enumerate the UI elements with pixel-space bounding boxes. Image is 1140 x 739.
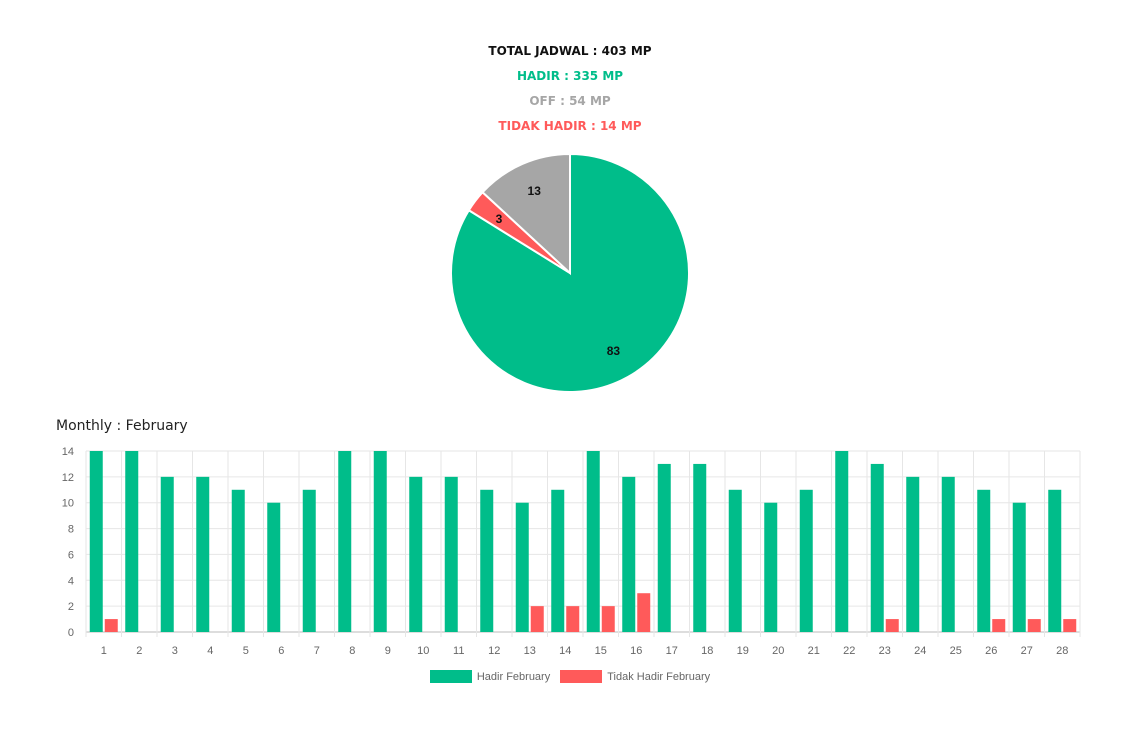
x-tick-label: 13	[524, 645, 536, 657]
bar-tidak-hadir[interactable]	[992, 619, 1006, 632]
bar-hadir[interactable]	[302, 489, 316, 632]
x-tick-label: 23	[879, 645, 891, 657]
pie-slice-label: 13	[528, 184, 542, 198]
bar-hadir[interactable]	[728, 489, 742, 632]
bar-hadir[interactable]	[409, 476, 423, 632]
bar-hadir[interactable]	[764, 502, 778, 632]
y-tick-label: 6	[68, 549, 74, 561]
bar-hadir[interactable]	[338, 451, 352, 632]
y-tick-label: 2	[68, 601, 74, 613]
x-tick-label: 1	[101, 645, 107, 657]
chart-legend: Hadir February Tidak Hadir February	[0, 670, 1140, 683]
x-tick-label: 3	[172, 645, 178, 657]
bar-hadir[interactable]	[799, 489, 813, 632]
y-tick-label: 14	[62, 446, 74, 458]
legend-hadir[interactable]: Hadir February	[429, 670, 551, 683]
bar-hadir[interactable]	[267, 502, 281, 632]
x-tick-label: 10	[417, 645, 429, 657]
bar-tidak-hadir[interactable]	[104, 619, 118, 632]
x-tick-label: 2	[136, 645, 142, 657]
legend-tidak-hadir-swatch	[560, 670, 603, 683]
x-tick-label: 9	[385, 645, 391, 657]
x-tick-label: 26	[985, 645, 997, 657]
legend-hadir-label: Hadir February	[476, 670, 551, 683]
x-tick-label: 16	[630, 645, 642, 657]
bar-hadir[interactable]	[906, 476, 920, 632]
pie-slice-label: 83	[607, 344, 621, 358]
bar-hadir[interactable]	[160, 476, 174, 632]
bar-tidak-hadir[interactable]	[1063, 619, 1077, 632]
bar-tidak-hadir[interactable]	[885, 619, 899, 632]
y-tick-label: 8	[68, 524, 74, 536]
x-tick-label: 20	[772, 645, 784, 657]
bar-hadir[interactable]	[657, 463, 671, 632]
bar-hadir[interactable]	[373, 451, 387, 632]
bar-tidak-hadir[interactable]	[601, 606, 615, 632]
x-tick-label: 24	[914, 645, 926, 657]
x-tick-label: 15	[595, 645, 607, 657]
x-tick-label: 27	[1021, 645, 1033, 657]
bar-hadir[interactable]	[622, 476, 636, 632]
x-tick-label: 7	[314, 645, 320, 657]
bar-hadir[interactable]	[1012, 502, 1026, 632]
bar-hadir[interactable]	[515, 502, 529, 632]
bar-hadir[interactable]	[89, 451, 103, 632]
attendance-pie-chart: 83 3 13	[450, 152, 690, 393]
bar-hadir[interactable]	[231, 489, 245, 632]
pie-slice[interactable]	[481, 152, 571, 276]
pie-slice-label: 3	[496, 212, 503, 226]
monthly-chart-title: Monthly : February	[56, 418, 188, 434]
bar-hadir[interactable]	[480, 489, 494, 632]
legend-hadir-swatch	[429, 670, 472, 683]
bar-tidak-hadir[interactable]	[566, 606, 580, 632]
summary-tidak-hadir: TIDAK HADIR : 14 MP	[498, 119, 642, 133]
bar-hadir[interactable]	[941, 476, 955, 632]
bar-tidak-hadir[interactable]	[637, 593, 651, 632]
y-tick-label: 10	[62, 498, 74, 510]
legend-tidak-hadir-label: Tidak Hadir February	[607, 670, 711, 683]
bar-hadir[interactable]	[1048, 489, 1062, 632]
summary-total: TOTAL JADWAL : 403 MP	[488, 44, 652, 58]
bar-hadir[interactable]	[196, 476, 210, 632]
x-tick-label: 14	[559, 645, 571, 657]
x-tick-label: 22	[843, 645, 855, 657]
x-tick-label: 8	[349, 645, 355, 657]
x-tick-label: 28	[1056, 645, 1068, 657]
bar-hadir[interactable]	[835, 451, 849, 632]
y-tick-label: 4	[68, 575, 74, 587]
x-tick-label: 18	[701, 645, 713, 657]
summary-off: OFF : 54 MP	[529, 94, 611, 108]
y-tick-label: 12	[62, 472, 74, 484]
x-tick-label: 5	[243, 645, 249, 657]
y-tick-label: 0	[68, 627, 74, 639]
x-tick-label: 21	[808, 645, 820, 657]
bar-hadir[interactable]	[977, 489, 991, 632]
bar-hadir[interactable]	[586, 451, 600, 632]
x-tick-label: 19	[737, 645, 749, 657]
x-tick-label: 17	[666, 645, 678, 657]
x-tick-label: 11	[453, 645, 464, 657]
bar-tidak-hadir[interactable]	[1027, 619, 1041, 632]
bar-hadir[interactable]	[870, 463, 884, 632]
x-tick-label: 12	[488, 645, 500, 657]
bar-hadir[interactable]	[444, 476, 458, 632]
x-tick-label: 25	[950, 645, 962, 657]
x-tick-label: 4	[207, 645, 213, 657]
bar-hadir[interactable]	[125, 451, 139, 632]
x-tick-label: 6	[278, 645, 284, 657]
legend-tidak-hadir[interactable]: Tidak Hadir February	[560, 670, 710, 683]
summary-hadir: HADIR : 335 MP	[516, 69, 624, 83]
bar-hadir[interactable]	[551, 489, 565, 632]
bar-tidak-hadir[interactable]	[530, 606, 544, 632]
bar-hadir[interactable]	[693, 463, 707, 632]
